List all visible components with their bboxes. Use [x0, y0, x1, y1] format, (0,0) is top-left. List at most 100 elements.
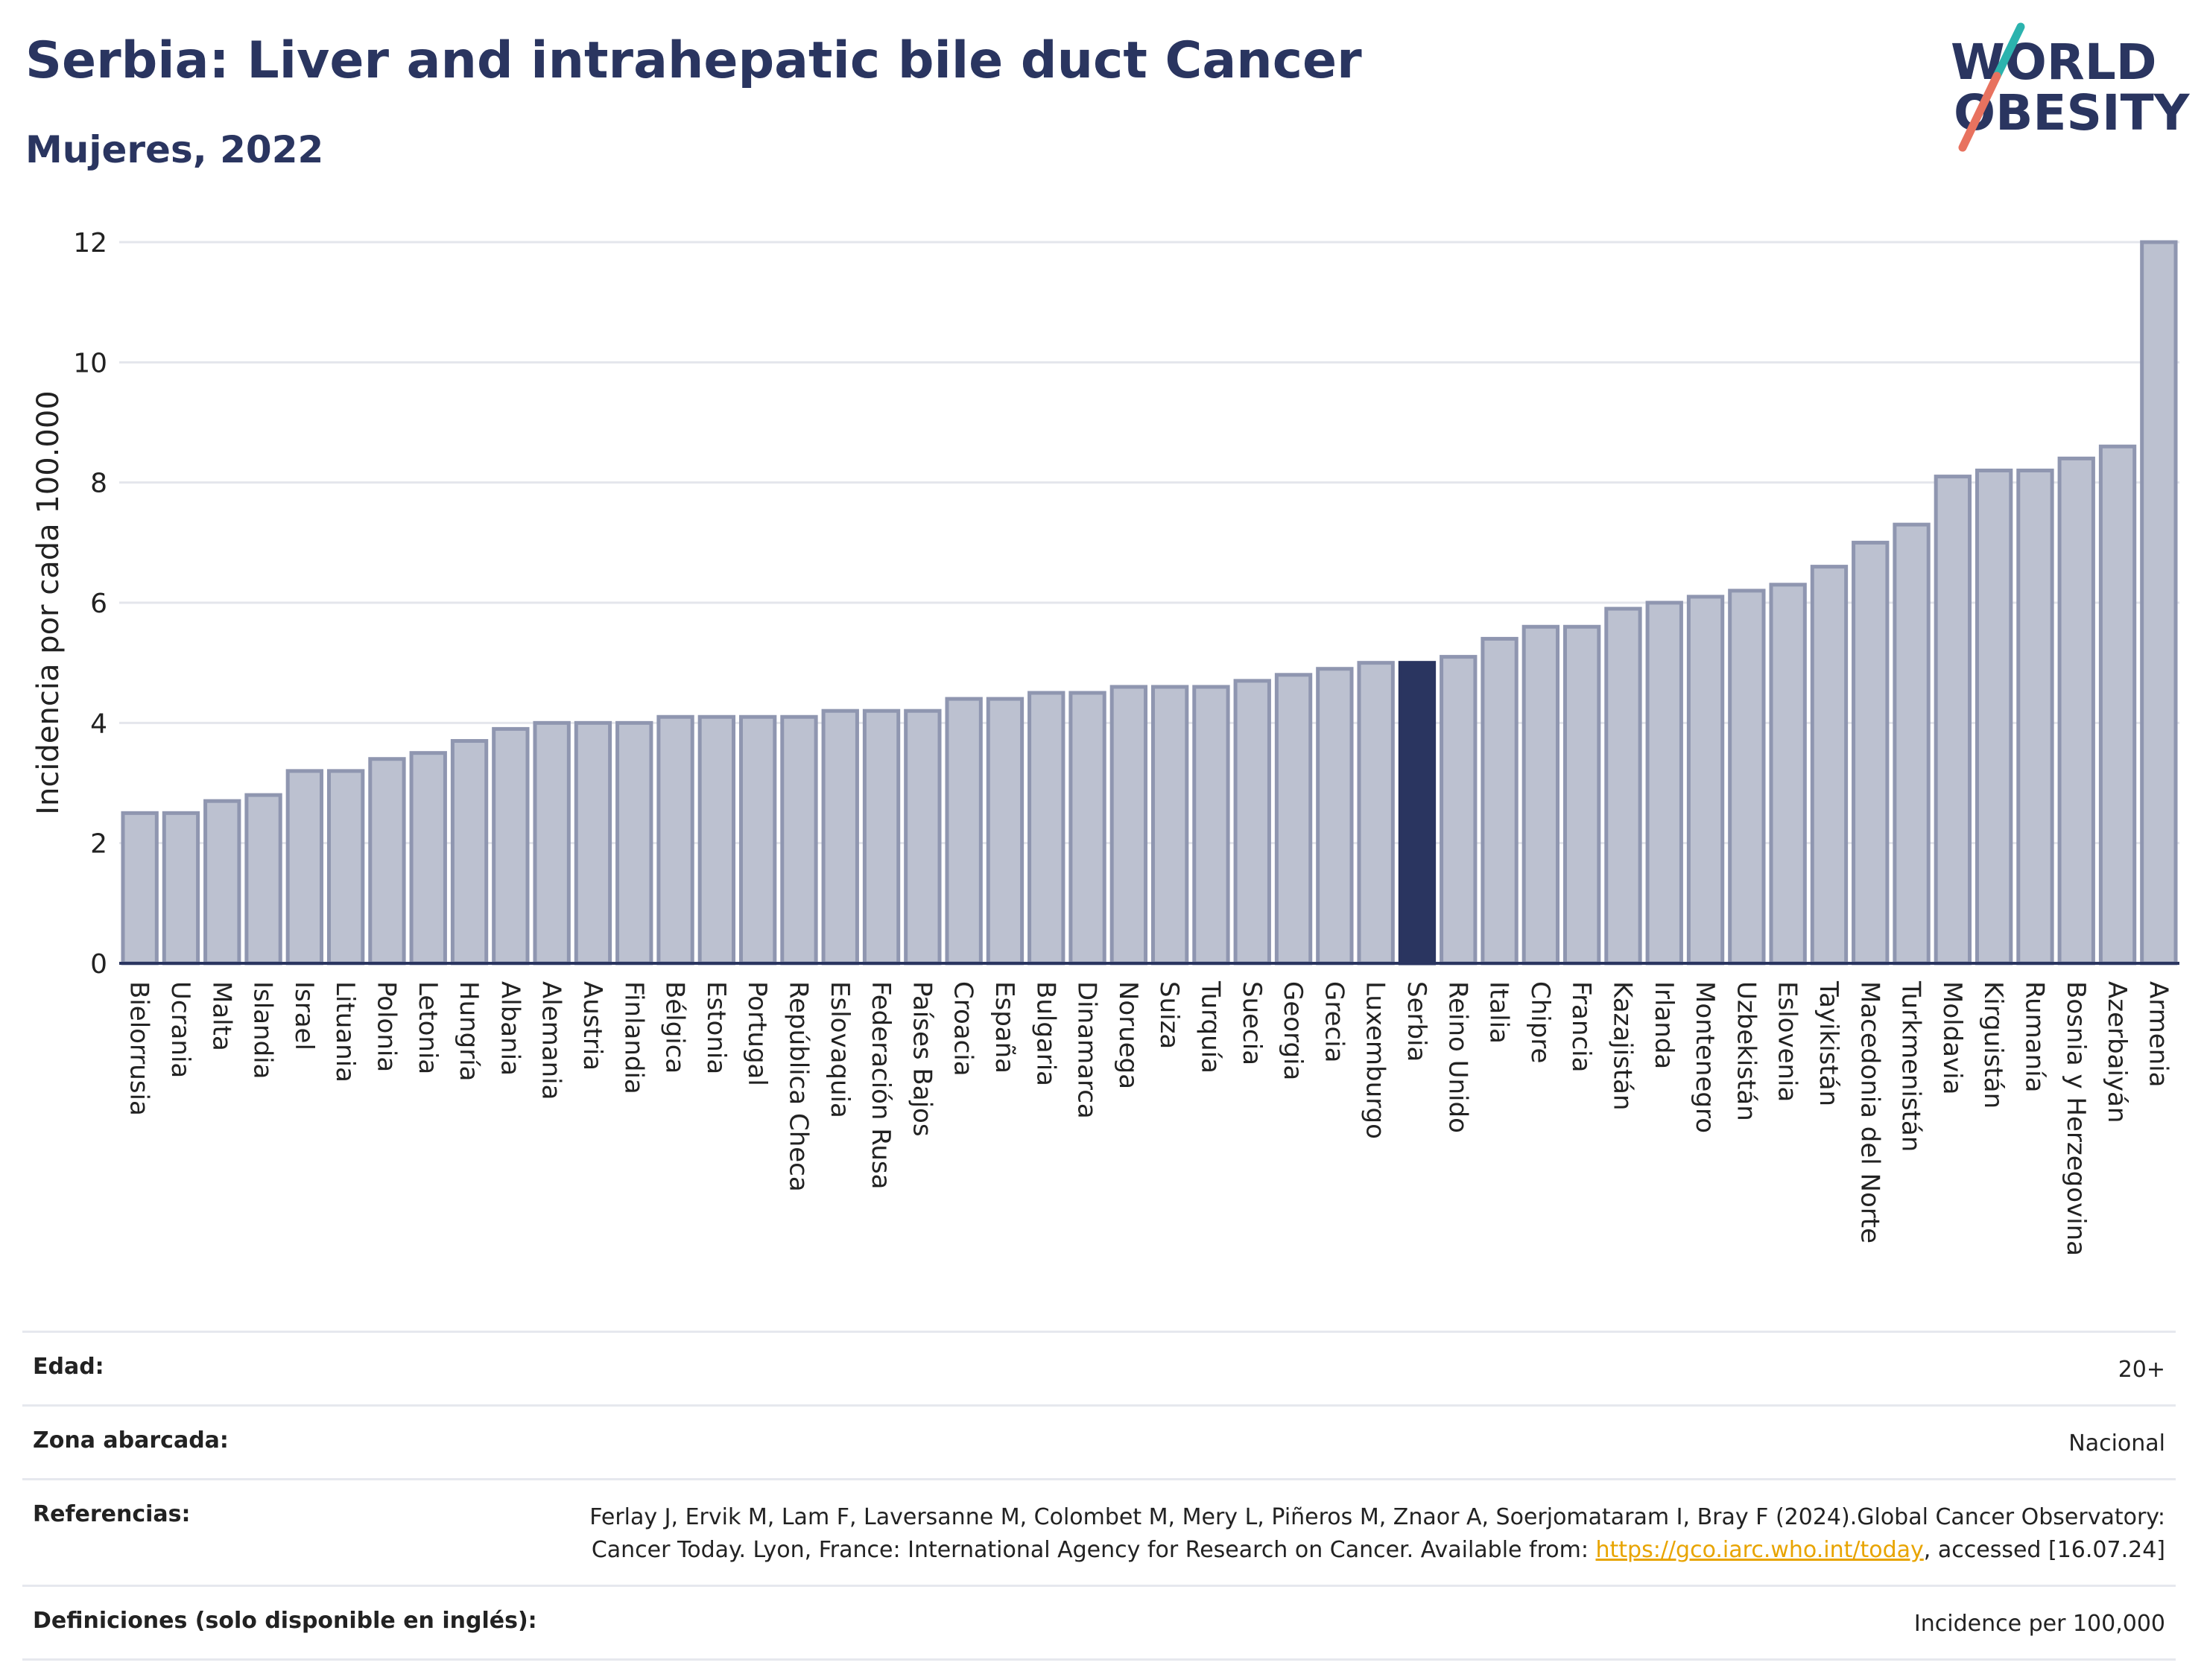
- bar-rumanía[interactable]: [2016, 469, 2054, 966]
- x-tick-label: Hungría: [454, 981, 484, 1082]
- x-tick-label: Moldavia: [1937, 981, 1967, 1094]
- bar-kirguistán[interactable]: [1975, 469, 2013, 966]
- bar-suiza[interactable]: [1150, 685, 1189, 966]
- bar-bulgaria[interactable]: [1027, 691, 1065, 966]
- x-tick-label: Estonia: [701, 981, 731, 1074]
- bar-montenegro[interactable]: [1686, 595, 1725, 966]
- y-tick-label: 10: [73, 348, 107, 378]
- logo-slash-teal: [1992, 22, 2025, 80]
- x-tick-label: Letonia: [413, 981, 443, 1074]
- bar-bielorrusia[interactable]: [121, 811, 159, 966]
- x-tick-label: Georgia: [1278, 981, 1308, 1080]
- bar-lituania[interactable]: [326, 769, 365, 966]
- x-tick-label: Austria: [577, 981, 607, 1071]
- bar-bosnia-y-herzegovina[interactable]: [2057, 456, 2095, 966]
- bar-uzbekistán[interactable]: [1728, 589, 1766, 966]
- x-tick-label: Irlanda: [1649, 981, 1679, 1069]
- x-tick-label: Dinamarca: [1072, 981, 1102, 1119]
- bar-portugal[interactable]: [738, 714, 777, 966]
- x-tick-label: Francia: [1566, 981, 1596, 1072]
- bar-suecia[interactable]: [1233, 679, 1271, 966]
- bar-ucrania[interactable]: [162, 811, 200, 966]
- bar-azerbaiyán[interactable]: [2098, 444, 2137, 966]
- bar-albania[interactable]: [492, 726, 530, 966]
- area-value: Nacional: [2068, 1430, 2165, 1456]
- definitions-label: Definiciones (solo disponible en inglés)…: [33, 1608, 537, 1634]
- bar-kazajistán[interactable]: [1604, 606, 1642, 966]
- references-text: Ferlay J, Ervik M, Lam F, Laversanne M, …: [589, 1504, 2165, 1563]
- y-tick-label: 6: [90, 589, 107, 619]
- bar-países-bajos[interactable]: [904, 709, 942, 966]
- x-tick-label: Ucrania: [165, 981, 195, 1078]
- bar-israel[interactable]: [285, 769, 324, 966]
- x-tick-label: Suiza: [1154, 981, 1184, 1049]
- x-tick-label: Bulgaria: [1030, 981, 1060, 1086]
- bar-irlanda[interactable]: [1645, 600, 1683, 966]
- x-tick-label: Polonia: [371, 981, 401, 1072]
- bar-islandia[interactable]: [244, 793, 282, 966]
- bar-reino-unido[interactable]: [1440, 655, 1478, 966]
- bar-luxemburgo[interactable]: [1357, 661, 1395, 966]
- bar-chart: 0 2 4 6 8 10 12 Bielorrusia Ucrania Malta Islandia…: [31, 228, 2179, 1256]
- bar-hungría[interactable]: [450, 739, 489, 966]
- bar-letonia[interactable]: [409, 751, 447, 966]
- bar-eslovenia[interactable]: [1769, 583, 1807, 966]
- bar-macedonia-del-norte[interactable]: [1852, 540, 1890, 966]
- references-value: Ferlay J, Ervik M, Lam F, Laversanne M, …: [526, 1501, 2165, 1567]
- bar-república-checa[interactable]: [780, 714, 818, 966]
- bar-noruega[interactable]: [1109, 685, 1148, 966]
- bar-alemania[interactable]: [533, 720, 571, 966]
- age-value: 20+: [2118, 1357, 2165, 1383]
- bar-dinamarca[interactable]: [1068, 691, 1106, 966]
- x-tick-label: Bielorrusia: [124, 981, 154, 1116]
- x-tick-label: Finlandia: [618, 981, 648, 1094]
- x-tick-label: Kirguistán: [1978, 981, 2008, 1109]
- x-tick-label: Lituania: [330, 981, 360, 1083]
- bar-polonia[interactable]: [368, 757, 406, 966]
- bar-malta[interactable]: [203, 799, 241, 966]
- x-tick-label: Bélgica: [660, 981, 690, 1074]
- bar-armenia[interactable]: [2140, 240, 2178, 966]
- references-link[interactable]: https://gco.iarc.who.int/today: [1595, 1537, 1924, 1563]
- x-tick-label: España: [989, 981, 1019, 1074]
- bar-españa[interactable]: [986, 697, 1025, 966]
- bar-federación-rusa[interactable]: [862, 709, 901, 966]
- page-subtitle: Mujeres, 2022: [25, 128, 324, 171]
- x-tick-label: Uzbekistán: [1731, 981, 1761, 1121]
- x-tick-label: Luxemburgo: [1361, 981, 1390, 1139]
- bar-bélgica[interactable]: [656, 714, 694, 966]
- y-tick-label: 4: [90, 709, 107, 739]
- bar-chipre[interactable]: [1521, 624, 1560, 966]
- x-tick-label: Albania: [495, 981, 525, 1076]
- bar-estonia[interactable]: [697, 714, 736, 966]
- bar-eslovaquia[interactable]: [821, 709, 859, 966]
- bar-tayikistán[interactable]: [1810, 565, 1849, 966]
- x-tick-label: Bosnia y Herzegovina: [2061, 981, 2091, 1256]
- x-tick-label: Turquía: [1195, 980, 1225, 1074]
- bar-italia[interactable]: [1481, 636, 1519, 966]
- x-tick-label: Países Bajos: [907, 981, 937, 1137]
- x-tick-label: Chipre: [1525, 981, 1555, 1063]
- x-tick-label: Grecia: [1319, 981, 1349, 1062]
- bar-austria[interactable]: [574, 720, 612, 966]
- bar-moldavia[interactable]: [1934, 475, 1972, 966]
- bar-croacia[interactable]: [945, 697, 983, 966]
- x-tick-label: Macedonia del Norte: [1855, 981, 1884, 1243]
- age-label: Edad:: [33, 1354, 104, 1380]
- bar-turkmenistán[interactable]: [1893, 522, 1931, 966]
- bar-grecia[interactable]: [1316, 667, 1354, 966]
- bar-georgia[interactable]: [1274, 673, 1313, 966]
- bar-finlandia[interactable]: [615, 720, 653, 966]
- x-tick-label: Montenegro: [1690, 981, 1720, 1133]
- x-tick-label: Tayikistán: [1814, 980, 1843, 1106]
- info-row-area: Zona abarcada: Nacional: [22, 1404, 2176, 1478]
- definitions-value: Incidence per 100,000: [1913, 1611, 2165, 1637]
- x-tick-label: Islandia: [248, 981, 278, 1079]
- bar-serbia[interactable]: [1398, 661, 1437, 966]
- x-tick-label: Noruega: [1113, 981, 1143, 1089]
- bar-turquía[interactable]: [1192, 685, 1230, 966]
- x-tick-label: Eslovenia: [1773, 981, 1802, 1102]
- x-tick-label: Turkmenistán: [1896, 980, 1926, 1152]
- info-row-references: Referencias: Ferlay J, Ervik M, Lam F, L…: [22, 1478, 2176, 1585]
- bar-francia[interactable]: [1562, 624, 1601, 966]
